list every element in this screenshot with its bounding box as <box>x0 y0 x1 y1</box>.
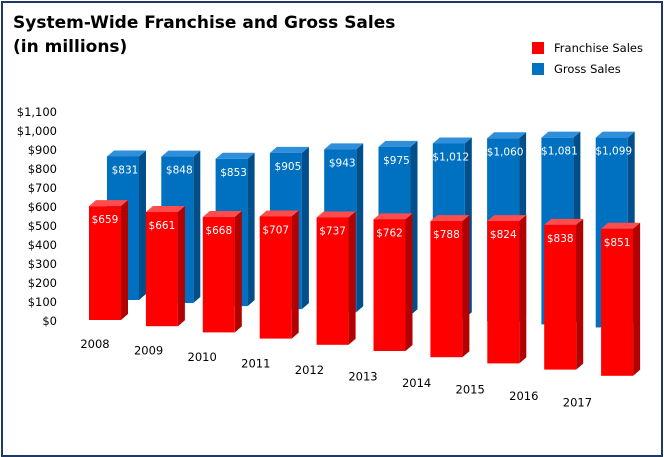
franchise-sales-data-label: $851 <box>604 237 631 249</box>
gross-sales-bar-side <box>301 146 309 310</box>
gross-sales-bar-top <box>487 132 527 139</box>
gross-sales-bar-top <box>324 143 364 150</box>
gross-sales-bar-side <box>356 143 364 313</box>
chart-legend: Franchise Sales Gross Sales <box>532 37 643 79</box>
franchise-sales-bar-side <box>291 210 299 339</box>
franchise-sales-bar-side <box>519 215 527 364</box>
gross-sales-data-label: $1,012 <box>432 152 469 164</box>
gross-sales-data-label: $1,060 <box>487 146 524 158</box>
franchise-sales-data-label: $838 <box>547 233 574 245</box>
chart-title: System-Wide Franchise and Gross Sales (i… <box>13 11 395 59</box>
gross-sales-bar-top <box>107 150 146 157</box>
franchise-sales-data-label: $707 <box>262 224 289 236</box>
gross-sales-bar-top <box>541 131 581 138</box>
gross-sales-data-label: $1,081 <box>541 146 578 158</box>
x-tick-label: 2009 <box>134 344 163 358</box>
franchise-sales-bar-top <box>430 215 470 222</box>
y-tick-label: $400 <box>28 238 57 252</box>
chart-subtitle: (in millions) <box>13 37 128 57</box>
franchise-sales-bar-side <box>177 206 185 327</box>
legend-swatch-franchise <box>532 41 545 54</box>
legend-item-franchise: Franchise Sales <box>532 37 643 58</box>
y-tick-label: $900 <box>28 143 57 157</box>
franchise-sales-bar-top <box>145 206 185 213</box>
gross-sales-bar-top <box>378 140 418 147</box>
gross-sales-data-label: $848 <box>166 165 193 177</box>
gross-sales-data-label: $905 <box>275 161 302 173</box>
x-tick-label: 2008 <box>80 337 109 351</box>
gross-sales-bar-top <box>269 146 309 153</box>
gross-sales-bar-side <box>139 150 146 300</box>
gross-sales-bar-side <box>193 150 201 304</box>
franchise-sales-data-label: $762 <box>376 227 403 239</box>
gross-sales-data-label: $943 <box>329 157 356 169</box>
franchise-sales-bar-top <box>487 215 527 222</box>
gross-sales-bar-top <box>215 152 255 159</box>
y-tick-label: $300 <box>28 257 57 271</box>
x-tick-label: 2012 <box>295 363 324 377</box>
franchise-sales-bar <box>89 206 121 320</box>
franchise-sales-data-label: $668 <box>205 225 232 237</box>
gross-sales-bar-top <box>595 131 635 138</box>
chart-title-line: System-Wide Franchise and Gross Sales <box>13 13 396 33</box>
gross-sales-data-label: $975 <box>383 155 410 167</box>
franchise-sales-bar-side <box>121 200 128 320</box>
franchise-sales-bar <box>316 217 349 345</box>
y-tick-label: $600 <box>28 200 57 214</box>
franchise-sales-bar <box>487 221 520 364</box>
franchise-sales-bar-side <box>576 218 584 370</box>
franchise-sales-data-label: $788 <box>433 229 460 241</box>
franchise-sales-bar-side <box>348 211 356 345</box>
x-tick-label: 2016 <box>509 389 538 403</box>
franchise-sales-bar-top <box>259 210 299 217</box>
franchise-sales-bar-top <box>601 222 641 229</box>
x-tick-label: 2015 <box>456 383 485 397</box>
x-tick-label: 2010 <box>188 350 217 364</box>
franchise-sales-bar <box>259 216 292 339</box>
y-tick-label: $800 <box>28 162 57 176</box>
franchise-sales-bar <box>202 217 235 333</box>
x-tick-label: 2011 <box>241 357 270 371</box>
x-tick-label: 2013 <box>348 370 377 384</box>
gross-sales-bar-top <box>161 150 201 157</box>
gross-sales-data-label: $1,099 <box>595 146 632 158</box>
y-tick-label: $700 <box>28 181 57 195</box>
franchise-sales-data-label: $659 <box>92 214 119 226</box>
y-tick-label: $1,000 <box>17 124 57 138</box>
legend-label-franchise: Franchise Sales <box>554 40 643 55</box>
legend-swatch-gross <box>532 62 545 75</box>
franchise-sales-bar <box>544 224 577 370</box>
franchise-sales-bar <box>373 219 406 351</box>
franchise-sales-bar-side <box>405 213 413 351</box>
franchise-sales-bar <box>601 228 634 376</box>
y-tick-label: $0 <box>42 314 57 328</box>
franchise-sales-bar <box>145 212 178 327</box>
gross-sales-data-label: $853 <box>220 167 247 179</box>
franchise-sales-data-label: $737 <box>319 226 346 238</box>
franchise-sales-data-label: $661 <box>149 220 176 232</box>
franchise-sales-bar-top <box>373 213 413 220</box>
y-tick-label: $100 <box>28 295 57 309</box>
gross-sales-bar-top <box>432 137 472 144</box>
franchise-sales-bar-top <box>316 211 356 218</box>
x-tick-label: 2017 <box>563 396 592 410</box>
y-tick-label: $1,100 <box>17 105 57 119</box>
franchise-sales-bar-top <box>544 218 584 225</box>
legend-label-gross: Gross Sales <box>554 61 621 76</box>
legend-item-gross: Gross Sales <box>532 58 643 79</box>
franchise-sales-data-label: $824 <box>490 229 517 241</box>
y-tick-label: $500 <box>28 219 57 233</box>
y-tick-label: $200 <box>28 276 57 290</box>
franchise-sales-bar-side <box>633 222 641 376</box>
franchise-sales-bar-side <box>234 211 242 333</box>
gross-sales-bar-side <box>247 152 255 307</box>
franchise-sales-bar-top <box>89 200 128 207</box>
franchise-sales-bar <box>430 221 463 358</box>
franchise-sales-bar-side <box>462 215 470 358</box>
franchise-sales-bar-top <box>202 211 242 218</box>
gross-sales-data-label: $831 <box>112 164 139 176</box>
x-tick-label: 2014 <box>402 376 431 390</box>
